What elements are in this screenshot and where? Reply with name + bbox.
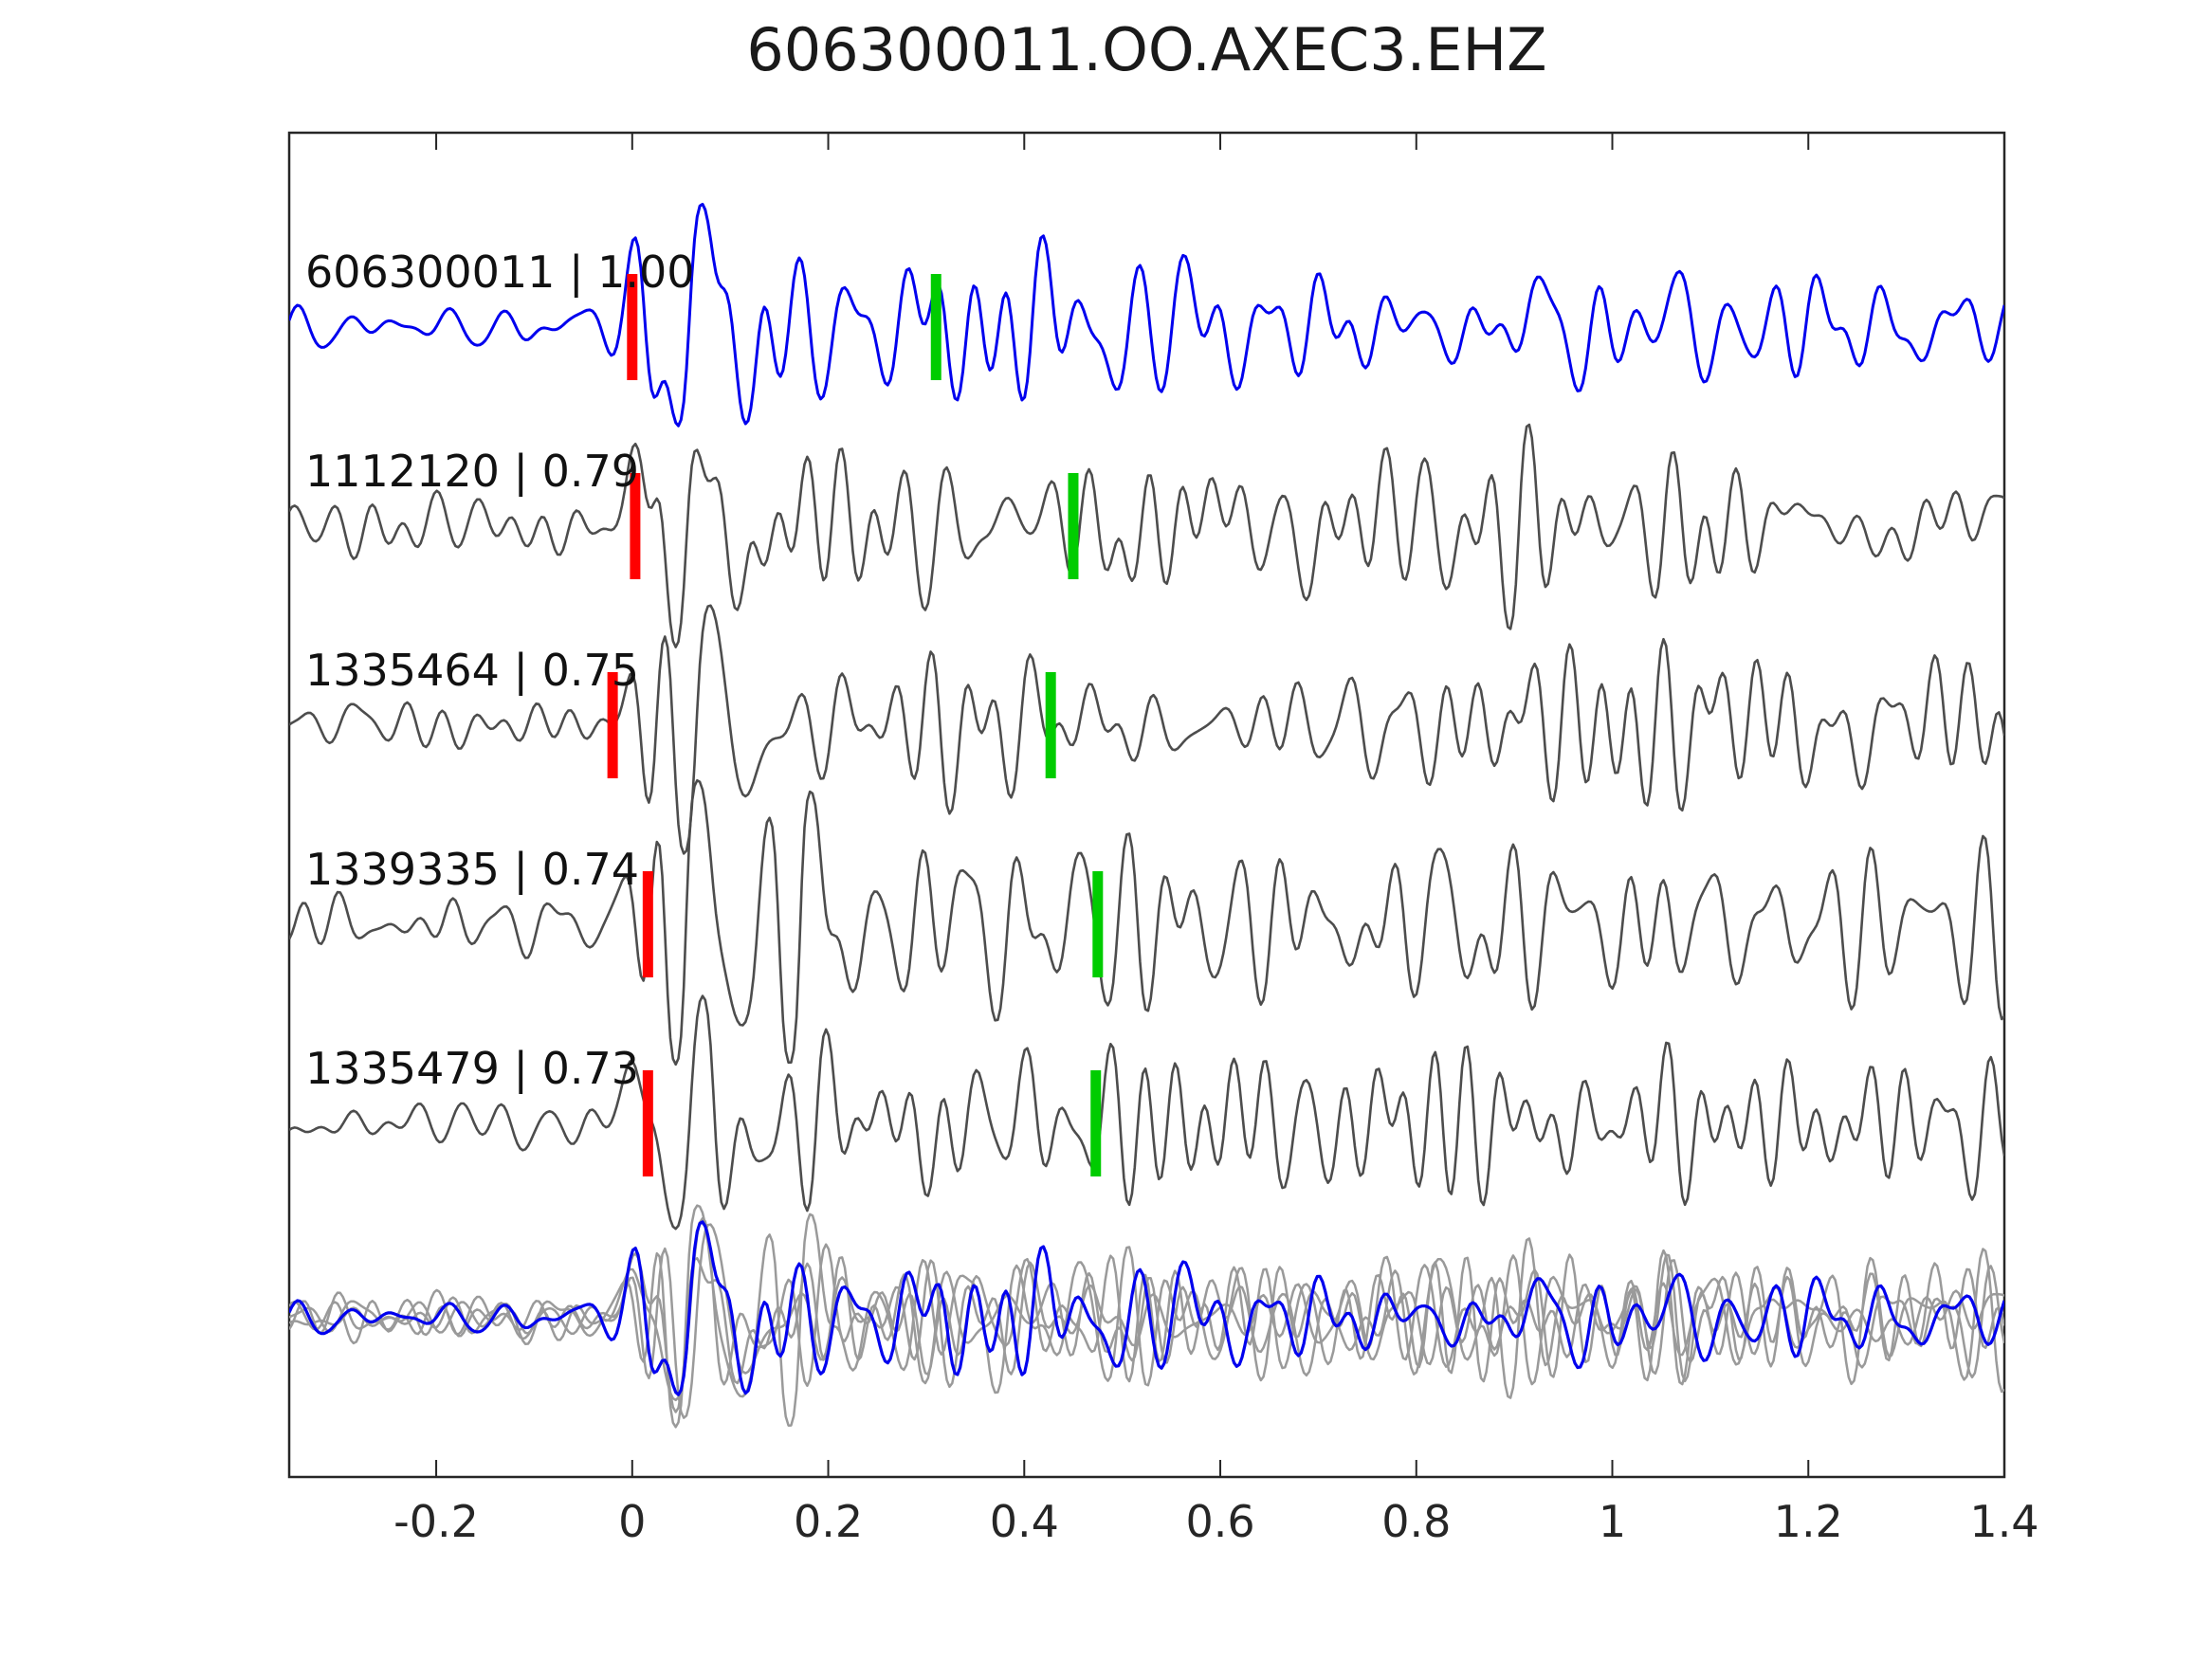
trace-label-4: 1335479 | 0.73 bbox=[305, 1043, 640, 1094]
x-tick-label-7: 1.2 bbox=[1773, 1496, 1843, 1547]
x-tick-label-3: 0.4 bbox=[989, 1496, 1059, 1547]
x-tick-label-5: 0.8 bbox=[1381, 1496, 1452, 1547]
trace-label-3: 1339335 | 0.74 bbox=[305, 844, 640, 895]
x-tick-label-1: 0 bbox=[618, 1496, 647, 1547]
trace-label-2: 1335464 | 0.75 bbox=[305, 645, 640, 696]
x-tick-label-6: 1 bbox=[1598, 1496, 1627, 1547]
chart-title: 606300011.OO.AXEC3.EHZ bbox=[746, 15, 1547, 84]
x-tick-label-2: 0.2 bbox=[793, 1496, 864, 1547]
x-tick-label-0: -0.2 bbox=[393, 1496, 479, 1547]
x-tick-label-4: 0.6 bbox=[1185, 1496, 1255, 1547]
x-tick-label-8: 1.4 bbox=[1969, 1496, 2039, 1547]
trace-label-1: 1112120 | 0.79 bbox=[305, 446, 640, 497]
trace-label-0: 606300011 | 1.00 bbox=[305, 246, 695, 298]
